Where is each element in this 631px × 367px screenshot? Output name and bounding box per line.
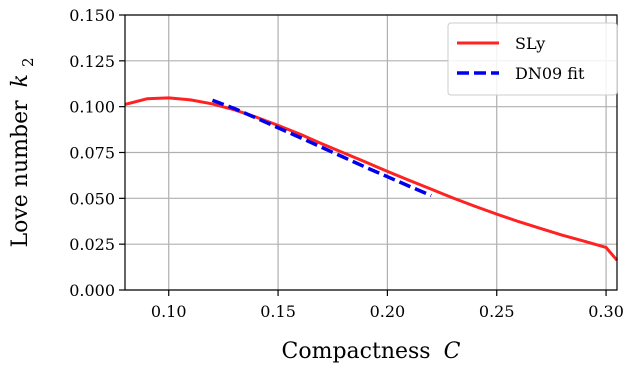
- series-line-dn09-fit: [211, 98, 432, 198]
- y-axis-label: Love number k 2: [8, 57, 37, 247]
- x-axis-label: Compactness C: [282, 339, 461, 364]
- x-tick-label: 0.15: [260, 302, 296, 321]
- y-axis-label-subscript: 2: [19, 57, 37, 67]
- y-tick-label: 0.000: [69, 281, 115, 300]
- legend-box: [447, 22, 618, 96]
- y-tick-label: 0.075: [69, 144, 115, 163]
- x-tick-label: 0.10: [151, 302, 187, 321]
- series-layer: [124, 96, 619, 262]
- y-tick-label: 0.025: [69, 235, 115, 254]
- axis-ticks: 0.10 0.15 0.20 0.25 0.30 0.000 0.025 0.050 0.075…: [69, 6, 624, 321]
- y-tick-label: 0.100: [69, 98, 115, 117]
- legend: SLy DN09 fit: [447, 22, 618, 96]
- y-axis-label-text: Love number: [8, 100, 33, 248]
- x-axis-label-text: Compactness: [282, 339, 431, 364]
- y-tick-label: 0.050: [69, 189, 115, 208]
- series-line-sly: [124, 96, 619, 262]
- x-axis-label-variable: C: [444, 339, 461, 364]
- legend-label-sly: SLy: [515, 34, 545, 53]
- y-tick-label: 0.125: [69, 52, 115, 71]
- y-axis-label-variable: k: [8, 74, 33, 87]
- x-tick-label: 0.20: [370, 302, 406, 321]
- x-tick-label: 0.25: [479, 302, 515, 321]
- x-tick-label: 0.30: [588, 302, 624, 321]
- y-tick-label: 0.150: [69, 6, 115, 25]
- legend-label-dn09-fit: DN09 fit: [515, 64, 585, 83]
